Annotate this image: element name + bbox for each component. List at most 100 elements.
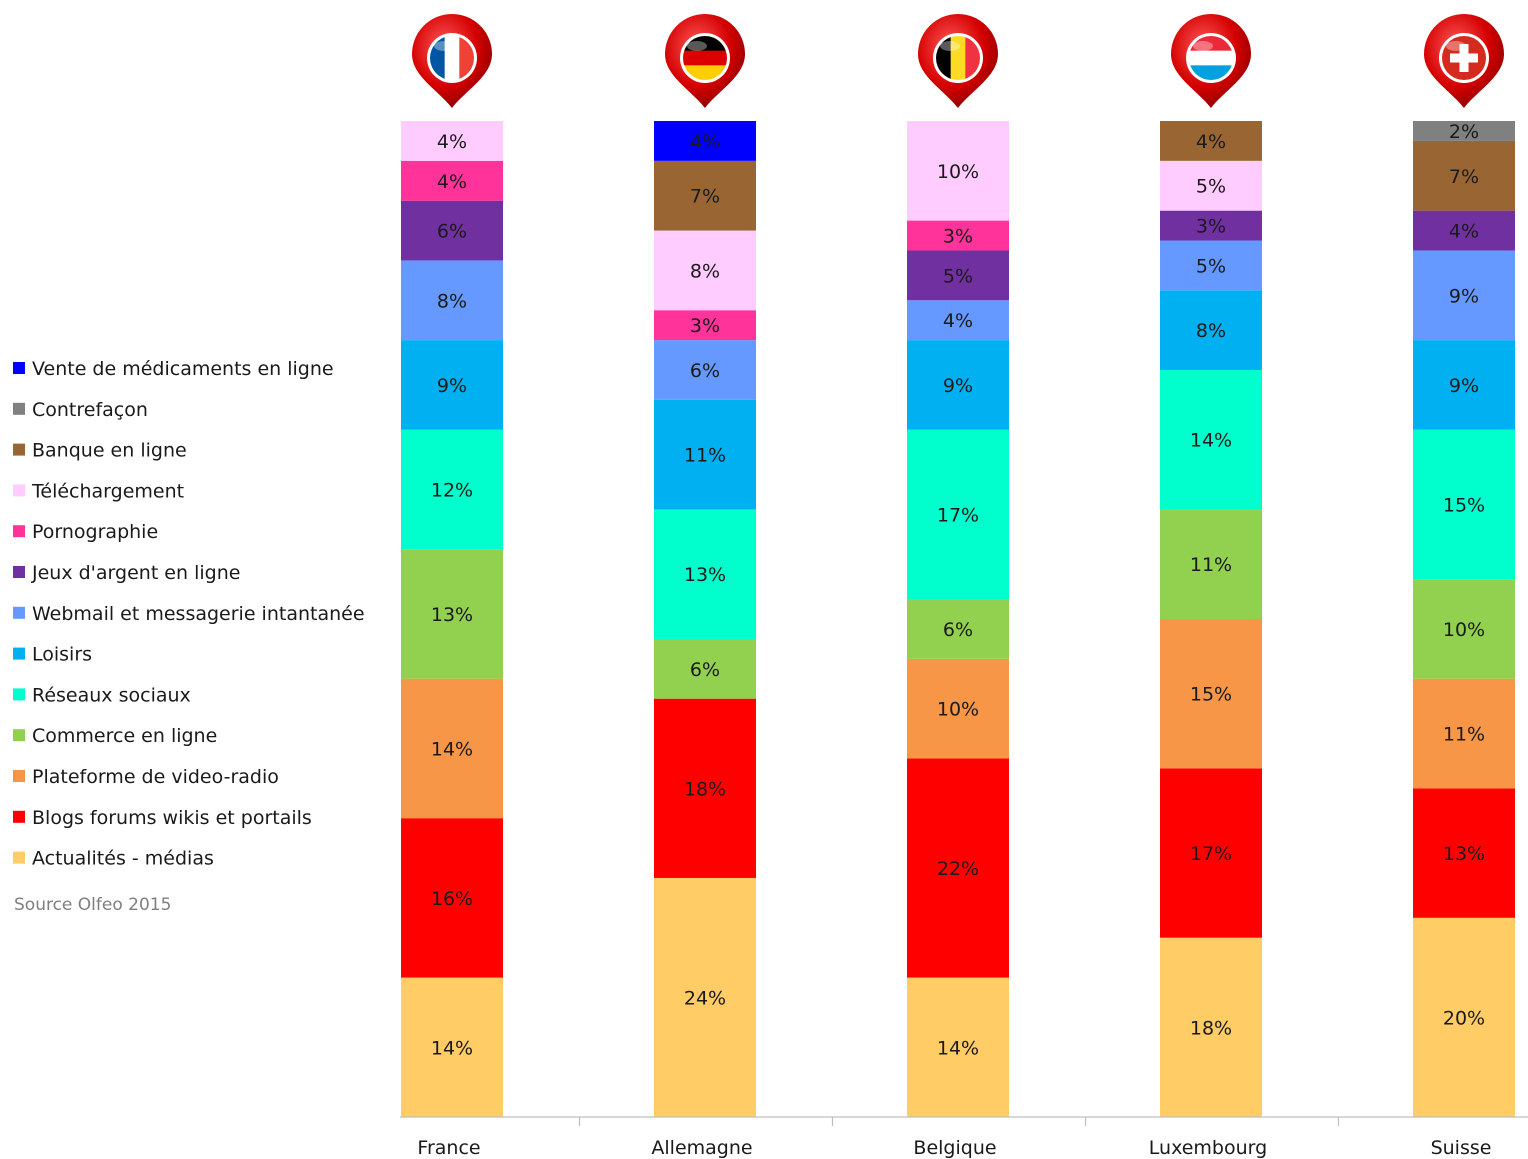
belgium-flag-pin-icon [918,14,998,108]
bar-allemagne-vente-de-medicaments-en-ligne [654,121,756,161]
bar-belgique-actualites-medias [907,977,1009,1117]
legend-label: Webmail et messagerie intantanée [32,603,365,625]
data-label: 4% [943,310,973,332]
legend-item-webmail-et-messagerie-intantanee: Webmail et messagerie intantanée [13,603,365,625]
legend-swatch [13,525,25,538]
legend-swatch [13,688,25,701]
bar-france-loisirs [401,340,503,430]
data-label: 2% [1449,121,1479,143]
data-label: 4% [437,171,467,193]
data-label: 10% [1443,619,1485,641]
data-label: 12% [431,480,473,502]
bar-suisse-banque-en-ligne [1413,140,1515,211]
bar-suisse-contrefacon [1413,121,1515,141]
data-label: 20% [1443,1007,1485,1029]
category-label-allemagne: Allemagne [651,1137,752,1159]
bar-luxembourg-webmail-et-messagerie-intantanee [1160,240,1262,291]
legend-label: Plateforme de video-radio [32,766,279,788]
bar-belgique-telechargement [907,121,1009,221]
legend-swatch [13,606,25,619]
legend-item-plateforme-de-video-radio: Plateforme de video-radio [13,766,279,788]
legend-swatch [13,484,25,497]
data-label: 13% [1443,843,1485,865]
legend-swatch [13,402,25,415]
data-label: 3% [690,315,720,337]
bar-france-actualites-medias [401,977,503,1117]
bar-allemagne-commerce-en-ligne [654,638,756,699]
legend-swatch [13,362,25,374]
bar-suisse-actualites-medias [1413,917,1515,1117]
bar-belgique-reseaux-sociaux [907,429,1009,600]
legend-label: Jeux d'argent en ligne [31,562,240,584]
category-label-luxembourg: Luxembourg [1149,1137,1267,1159]
data-label: 6% [437,221,467,243]
legend-label: Commerce en ligne [32,725,217,747]
data-label: 8% [1196,320,1226,342]
bar-suisse-blogs-forums-wikis-et-portails [1413,788,1515,918]
data-label: 22% [937,858,979,880]
legend-swatch [13,443,25,456]
bar-allemagne-telechargement [654,230,756,311]
legend-item-pornographie: Pornographie [13,521,158,543]
bar-allemagne-pornographie [654,310,756,341]
data-label: 8% [437,290,467,312]
data-label: 5% [1196,176,1226,198]
bar-france-webmail-et-messagerie-intantanee [401,260,503,341]
data-label: 18% [684,778,726,800]
data-label: 5% [1196,255,1226,277]
data-label: 15% [1443,494,1485,516]
bar-france-pornographie [401,160,503,201]
data-label: 14% [431,1037,473,1059]
bar-allemagne-blogs-forums-wikis-et-portails [654,698,756,878]
bar-belgique-jeux-d-argent-en-ligne [907,250,1009,301]
legend-label: Blogs forums wikis et portails [32,807,312,829]
legend-swatch [13,770,25,782]
legend-item-banque-en-ligne: Banque en ligne [13,440,187,462]
luxembourg-flag-pin-icon [1171,14,1251,108]
legend-label: Pornographie [32,521,158,543]
data-label: 14% [937,1037,979,1059]
data-label: 18% [1190,1017,1232,1039]
category-label-france: France [417,1137,480,1159]
bar-luxembourg-banque-en-ligne [1160,121,1262,161]
legend-swatch [13,810,25,823]
bar-allemagne-actualites-medias [654,877,756,1117]
legend-item-telechargement: Téléchargement [13,480,184,502]
bar-luxembourg-commerce-en-ligne [1160,509,1262,619]
legend: Vente de médicaments en ligne Contrefaçon… [13,358,365,870]
bar-suisse-jeux-d-argent-en-ligne [1413,210,1515,251]
data-label: 8% [690,260,720,282]
data-label: 11% [1190,554,1232,576]
data-label: 6% [690,659,720,681]
legend-item-jeux-d-argent-en-ligne: Jeux d'argent en ligne [13,562,240,584]
data-label: 11% [1443,724,1485,746]
data-label: 4% [1196,131,1226,153]
data-label: 9% [1449,285,1479,307]
bar-allemagne-banque-en-ligne [654,160,756,231]
legend-swatch [13,566,25,578]
bar-belgique-pornographie [907,220,1009,251]
bar-allemagne-reseaux-sociaux [654,509,756,639]
bar-belgique-commerce-en-ligne [907,599,1009,659]
bars: 14% 16% 14% 13% 12% 9% 8% 6% 4% 4% 24% 18% 6% 13% 11% 6… [401,121,1515,1117]
legend-item-blogs-forums-wikis-et-portails: Blogs forums wikis et portails [13,807,312,829]
bar-luxembourg-loisirs [1160,290,1262,370]
legend-item-reseaux-sociaux: Réseaux sociaux [13,684,191,706]
bar-suisse-commerce-en-ligne [1413,579,1515,679]
bar-suisse-loisirs [1413,340,1515,430]
data-label: 14% [431,738,473,760]
data-label: 6% [690,360,720,382]
data-label: 4% [1449,221,1479,243]
data-label: 5% [943,265,973,287]
bar-france-jeux-d-argent-en-ligne [401,200,503,261]
bar-suisse-webmail-et-messagerie-intantanee [1413,250,1515,341]
bar-suisse-reseaux-sociaux [1413,429,1515,580]
bar-luxembourg-plateforme-de-video-radio [1160,619,1262,769]
bar-belgique-blogs-forums-wikis-et-portails [907,758,1009,978]
data-label: 11% [684,445,726,467]
bar-allemagne-webmail-et-messagerie-intantanee [654,340,756,400]
legend-item-vente-de-medicaments-en-ligne: Vente de médicaments en ligne [13,358,334,380]
legend-label: Loisirs [32,644,92,666]
data-label: 9% [437,375,467,397]
legend-label: Téléchargement [31,480,184,502]
